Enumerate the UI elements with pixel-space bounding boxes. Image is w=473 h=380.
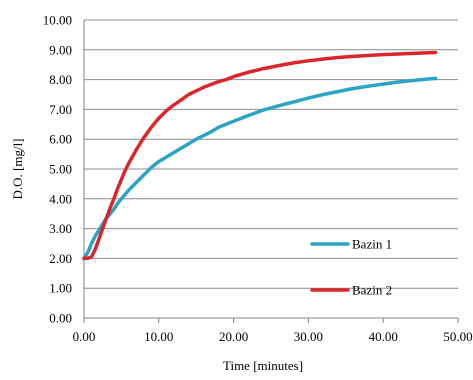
y-tick-label: 6.00 (49, 132, 72, 147)
y-tick-label: 5.00 (49, 162, 72, 177)
legend: Bazin 1 Bazin 2 (310, 237, 392, 298)
legend-label-bazin-1: Bazin 1 (352, 237, 392, 252)
series-lines (82, 50, 438, 261)
x-tick-label: 20.00 (219, 329, 248, 344)
y-axis-ticks: 0.00 1.00 2.00 3.00 4.00 5.00 6.00 7.00 8.00 9.00… (43, 13, 72, 326)
x-tick-label: 10.00 (144, 329, 173, 344)
series-line-bazin-2 (82, 50, 438, 261)
x-tick-label: 0.00 (73, 329, 96, 344)
x-axis-ticks: 0.00 10.00 20.00 30.00 40.00 50.00 (73, 318, 473, 344)
series-line-bazin-1 (82, 76, 438, 261)
x-tick-label: 30.00 (294, 329, 323, 344)
gridlines (83, 19, 458, 319)
x-tick-label: 40.00 (369, 329, 398, 344)
y-tick-label: 8.00 (49, 72, 72, 87)
legend-label-bazin-2: Bazin 2 (352, 283, 392, 298)
y-tick-label: 2.00 (49, 251, 72, 266)
y-tick-label: 4.00 (49, 191, 72, 206)
y-tick-label: 9.00 (49, 42, 72, 57)
x-axis-title: Time [minutes] (223, 358, 303, 373)
y-tick-label: 1.00 (49, 281, 72, 296)
y-tick-label: 0.00 (49, 311, 72, 326)
y-tick-label: 3.00 (49, 221, 72, 236)
y-tick-label: 10.00 (43, 13, 72, 28)
y-tick-label: 7.00 (49, 102, 72, 117)
y-axis-title: D.O. [mg/l] (10, 138, 25, 199)
x-tick-label: 50.00 (443, 329, 472, 344)
